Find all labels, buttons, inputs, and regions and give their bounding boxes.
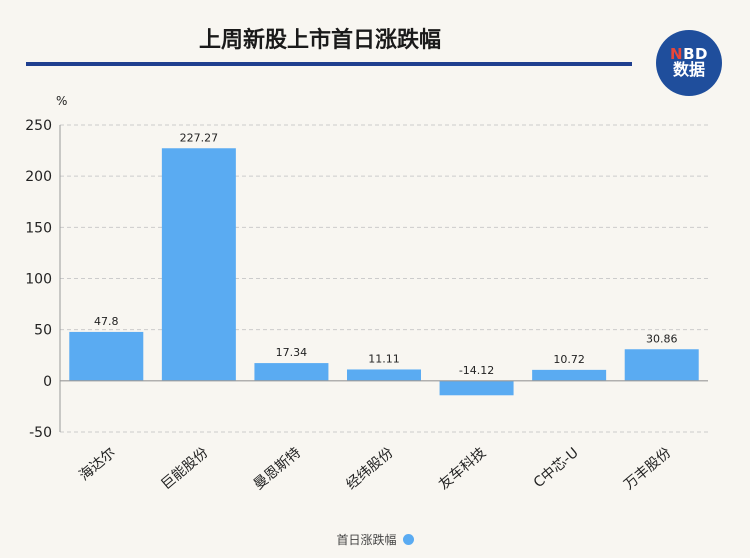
x-tick-label: 友车科技: [435, 444, 489, 493]
bar: [532, 369, 607, 381]
legend-swatch-icon: [402, 534, 414, 545]
y-tick-label: -50: [29, 425, 52, 441]
logo-rest-letters: BD: [683, 44, 708, 63]
data-label: 11.11: [368, 352, 400, 365]
y-tick-label: 150: [25, 220, 52, 236]
logo-accent-letter: N: [670, 44, 684, 63]
logo-text-top: NBD: [670, 44, 708, 63]
bar: [69, 331, 144, 381]
y-tick-label: 50: [34, 323, 52, 339]
x-tick-label: C中芯-U: [531, 445, 582, 491]
data-label: -14.12: [459, 364, 494, 377]
data-label: 17.34: [276, 346, 308, 359]
x-tick-label: 经纬股份: [343, 445, 396, 493]
legend-label: 首日涨跌幅: [336, 533, 397, 547]
data-label: 47.8: [94, 315, 119, 328]
legend[interactable]: 首日涨跌幅: [0, 531, 750, 548]
bar: [439, 380, 514, 396]
bar: [624, 349, 699, 381]
bar: [347, 369, 421, 381]
data-label: 30.86: [646, 332, 678, 345]
y-tick-label: 100: [25, 272, 52, 288]
bar: [254, 363, 329, 381]
data-label: 10.72: [553, 353, 585, 366]
nbd-logo: NBD 数据: [656, 30, 722, 96]
logo-text-bottom: 数据: [672, 60, 705, 80]
y-tick-label: 250: [25, 118, 52, 134]
title-underline: [26, 62, 632, 66]
chart-title: 上周新股上市首日涨跌幅: [198, 28, 441, 53]
y-axis-unit: %: [56, 94, 68, 108]
x-tick-label: 曼恩斯特: [251, 445, 304, 493]
y-tick-label: 0: [43, 374, 52, 390]
x-tick-label: 巨能股份: [158, 445, 211, 493]
data-label: 227.27: [180, 131, 219, 144]
x-tick-label: 海达尔: [76, 445, 118, 484]
y-tick-label: 200: [25, 169, 52, 185]
x-tick-label: 万丰股份: [621, 445, 674, 493]
bar: [161, 148, 236, 381]
